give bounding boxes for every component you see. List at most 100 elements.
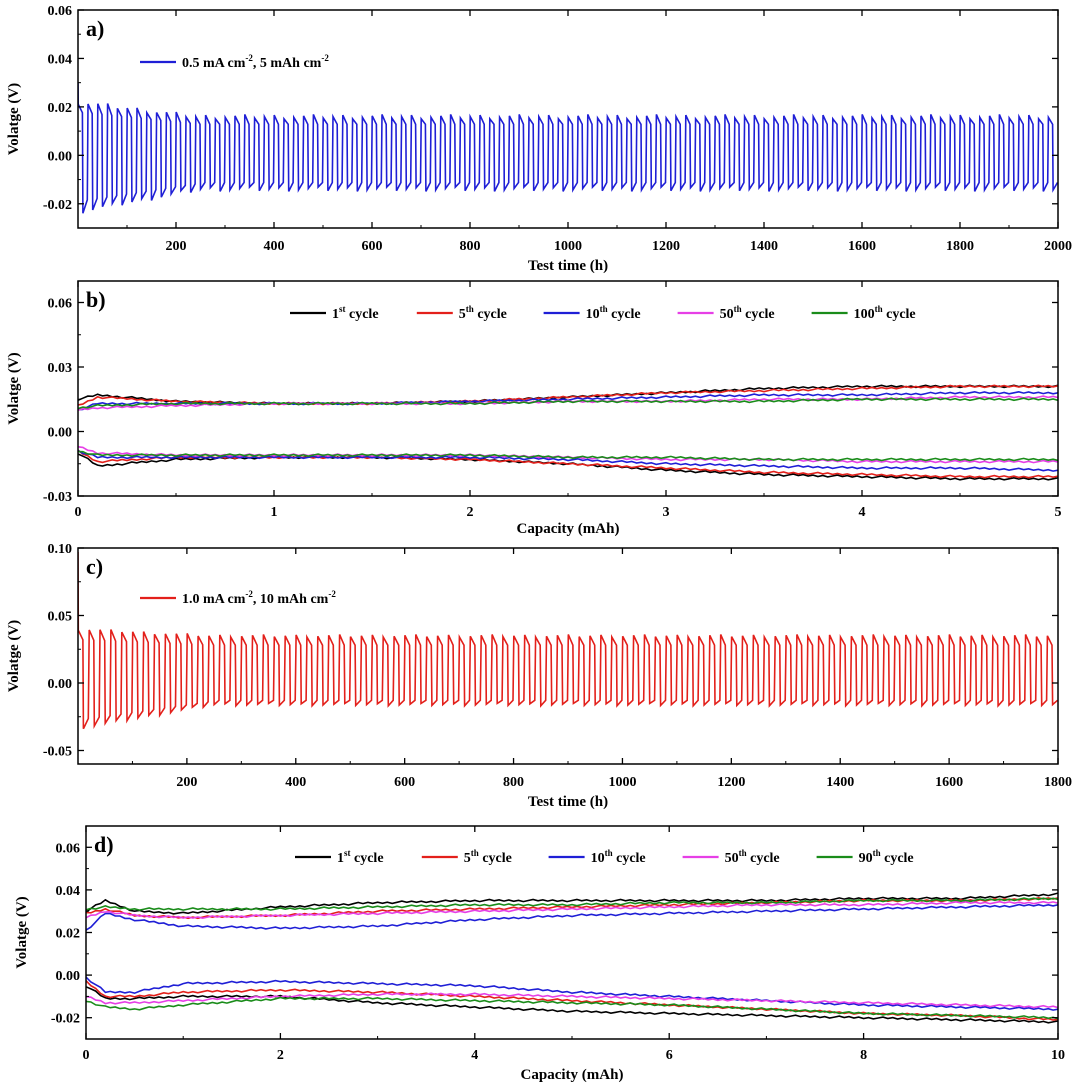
legend-item: 0.5 mA cm-2, 5 mAh cm-2 <box>140 53 329 71</box>
legend-label: 1st cycle <box>337 848 384 866</box>
series-line-0 <box>78 82 1058 214</box>
legend-item: 50th cycle <box>677 304 775 322</box>
y-axis-label: Volatge (V) <box>6 620 22 692</box>
legend-superscript: th <box>466 304 474 314</box>
y-tick-label: 0.00 <box>48 426 73 441</box>
x-tick-label: 400 <box>264 239 285 254</box>
series-line-4-lower <box>86 996 1058 1020</box>
legend-superscript: th <box>739 848 747 858</box>
panel-a: 200 400 600 800 1000 1200 1400 1600 1800 2000 -0.0… <box>6 4 1072 274</box>
series-line-3-upper <box>86 900 1058 920</box>
panel-c: 200 400 600 800 1000 1200 1400 1600 1800 -0.05 0.0… <box>6 542 1072 810</box>
x-tick-label: 4 <box>471 1048 478 1063</box>
x-tick-label: 200 <box>166 239 187 254</box>
legend-superscript: th <box>600 304 608 314</box>
legend: 1st cycle 5th cycle 10th cycle 50th cycle 90… <box>295 848 914 866</box>
x-tick-label: 1200 <box>717 775 745 790</box>
x-tick-label: 8 <box>860 1048 867 1063</box>
legend-label: 50th cycle <box>720 304 775 322</box>
x-tick-label: 1000 <box>608 775 636 790</box>
y-tick-label: 0.02 <box>48 101 73 116</box>
x-axis-label: Capacity (mAh) <box>517 521 620 537</box>
y-tick-label: -0.02 <box>43 198 72 213</box>
legend-label: 1.0 mA cm-2, 10 mAh cm-2 <box>182 589 336 607</box>
legend-label: 5th cycle <box>459 304 507 322</box>
legend-text: 1.0 mA cm <box>182 592 246 607</box>
y-tick-label: 0.10 <box>48 542 73 557</box>
legend-text: , 5 mAh cm <box>253 56 322 71</box>
legend-text: cycle <box>742 307 775 322</box>
legend-item: 5th cycle <box>416 304 507 322</box>
legend-superscript: th <box>873 848 881 858</box>
y-tick-label: 0.00 <box>56 969 81 984</box>
legend-superscript: -2 <box>245 53 253 63</box>
legend: 1.0 mA cm-2, 10 mAh cm-2 <box>140 589 336 607</box>
y-tick-label: 0.03 <box>48 361 73 376</box>
panel-label: d) <box>94 832 114 857</box>
legend-text: 90 <box>859 851 873 866</box>
x-tick-label: 1000 <box>554 239 582 254</box>
legend: 1st cycle 5th cycle 10th cycle 50th cycle 10… <box>290 304 916 322</box>
legend-superscript: th <box>471 848 479 858</box>
legend-item: 5th cycle <box>421 848 512 866</box>
x-tick-label: 6 <box>666 1048 673 1063</box>
y-tick-label: 0.04 <box>56 884 81 899</box>
legend-item: 1st cycle <box>290 304 379 322</box>
panel-b: 0 1 2 3 4 5 -0.03 0.00 0.03 0.06 Capacity (mAh) Vol… <box>6 280 1062 537</box>
x-tick-label: 2 <box>467 505 474 520</box>
series-group <box>78 384 1058 481</box>
y-tick-label: 0.00 <box>48 677 73 692</box>
legend-text: cycle <box>346 307 379 322</box>
legend: 0.5 mA cm-2, 5 mAh cm-2 <box>140 53 329 71</box>
legend-text: cycle <box>881 851 914 866</box>
y-axis-label: Volatge (V) <box>14 896 30 968</box>
legend-label: 90th cycle <box>859 848 914 866</box>
legend-text: cycle <box>608 307 641 322</box>
y-tick-label: 0.06 <box>48 297 73 312</box>
legend-label: 10th cycle <box>591 848 646 866</box>
x-tick-label: 600 <box>394 775 415 790</box>
legend-item: 1.0 mA cm-2, 10 mAh cm-2 <box>140 589 336 607</box>
x-tick-label: 1400 <box>750 239 778 254</box>
legend-item: 1st cycle <box>295 848 384 866</box>
x-tick-label: 1600 <box>848 239 876 254</box>
panel-label: a) <box>86 16 104 41</box>
legend-text: 50 <box>720 307 734 322</box>
series-group <box>78 82 1058 214</box>
x-tick-label: 5 <box>1055 505 1062 520</box>
legend-text: cycle <box>613 851 646 866</box>
series-line-2-lower <box>86 976 1058 1011</box>
y-tick-label: -0.05 <box>43 745 72 760</box>
x-axis-label: Capacity (mAh) <box>521 1067 624 1083</box>
legend-text: cycle <box>479 851 512 866</box>
series-group <box>78 551 1058 730</box>
legend-item: 90th cycle <box>816 848 914 866</box>
panel-label: b) <box>86 287 106 312</box>
x-tick-label: 0 <box>83 1048 90 1063</box>
legend-item: 10th cycle <box>548 848 646 866</box>
legend-superscript: -2 <box>328 589 336 599</box>
legend-text: 0.5 mA cm <box>182 56 246 71</box>
legend-superscript: -2 <box>245 589 253 599</box>
panel-label: c) <box>86 554 103 579</box>
panel-d: 0 2 4 6 8 10 -0.02 0.00 0.02 0.04 0.06 Capacity (mA… <box>14 825 1065 1083</box>
x-tick-label: 2 <box>277 1048 284 1063</box>
y-axis-label: Volatge (V) <box>6 83 22 155</box>
legend-label: 5th cycle <box>464 848 512 866</box>
legend-label: 100th cycle <box>854 304 916 322</box>
series-line-4-lower <box>78 450 1058 462</box>
x-tick-label: 2000 <box>1044 239 1072 254</box>
legend-text: cycle <box>747 851 780 866</box>
legend-label: 50th cycle <box>725 848 780 866</box>
legend-superscript: th <box>734 304 742 314</box>
y-tick-label: 0.00 <box>48 149 73 164</box>
y-tick-label: 0.02 <box>56 927 81 942</box>
x-tick-label: 4 <box>859 505 866 520</box>
legend-label: 0.5 mA cm-2, 5 mAh cm-2 <box>182 53 329 71</box>
legend-text: cycle <box>474 307 507 322</box>
series-line-4-upper <box>86 897 1058 911</box>
legend-text: , 10 mAh cm <box>253 592 329 607</box>
x-tick-label: 1400 <box>826 775 854 790</box>
legend-text: 10 <box>586 307 600 322</box>
